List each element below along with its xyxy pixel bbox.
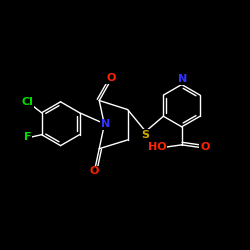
Text: HO: HO [148, 142, 167, 152]
Text: O: O [106, 73, 116, 83]
Text: N: N [101, 120, 110, 130]
Text: F: F [24, 132, 31, 142]
Text: O: O [200, 142, 209, 152]
Text: O: O [90, 166, 99, 176]
Text: N: N [178, 74, 188, 84]
Text: S: S [142, 130, 150, 140]
Text: Cl: Cl [22, 98, 33, 108]
